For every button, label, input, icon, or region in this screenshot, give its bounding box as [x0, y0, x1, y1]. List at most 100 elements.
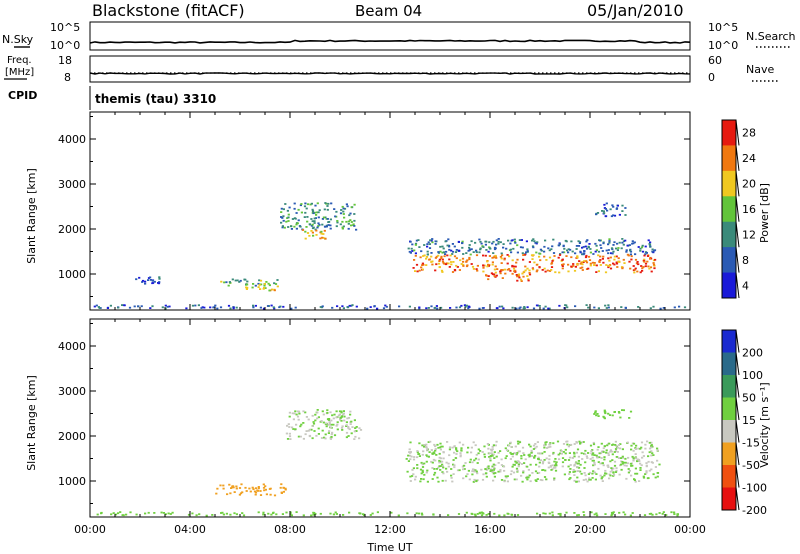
power-cell: [423, 244, 426, 246]
velocity-cell: [500, 458, 503, 461]
power-cell: [615, 262, 619, 265]
power-cell: [336, 305, 339, 308]
power-cell: [567, 248, 570, 251]
power-cell: [430, 305, 433, 308]
velocity-cell: [471, 470, 474, 473]
velocity-cell: [259, 490, 262, 492]
power-cell: [492, 252, 495, 254]
power-cell: [543, 255, 546, 258]
power-cell: [509, 242, 512, 245]
power-cell: [515, 307, 518, 310]
power-cell: [468, 244, 471, 246]
velocity-cell: [643, 514, 647, 516]
power-cell: [531, 239, 534, 242]
velocity-cell: [588, 478, 591, 481]
velocity-cell: [495, 440, 498, 443]
velocity-cell: [433, 443, 436, 446]
velocity-colorbar-swatch: [722, 487, 736, 511]
velocity-cell: [490, 469, 494, 472]
velocity-colorbar-tick-label: -100: [742, 482, 767, 495]
power-cell: [216, 307, 219, 310]
power-cell: [548, 307, 551, 310]
velocity-cell: [612, 511, 615, 514]
velocity-cell: [505, 455, 508, 457]
velocity-cell: [632, 459, 635, 462]
power-cell: [151, 305, 154, 308]
velocity-cell: [458, 441, 461, 444]
velocity-cell: [595, 512, 598, 515]
velocity-cell: [608, 477, 611, 480]
power-cell: [628, 244, 631, 246]
power-cell: [475, 268, 478, 270]
power-cell: [528, 261, 531, 263]
power-cell: [418, 269, 421, 272]
power-cell: [637, 306, 640, 308]
power-cell: [479, 247, 482, 250]
power-cell: [610, 215, 613, 218]
velocity-cell: [407, 454, 410, 457]
velocity-cell: [288, 432, 291, 435]
velocity-cell: [330, 423, 333, 426]
velocity-cell: [455, 453, 458, 455]
velocity-cell: [460, 447, 463, 450]
velocity-cell: [289, 438, 292, 440]
power-cell: [631, 242, 634, 245]
velocity-cell: [286, 438, 290, 440]
power-cell: [561, 267, 564, 270]
velocity-cell: [316, 411, 319, 414]
power-cell: [649, 266, 653, 269]
power-cell: [469, 253, 472, 256]
velocity-cell: [354, 427, 357, 429]
power-cell: [347, 222, 350, 225]
power-cell: [324, 216, 327, 219]
velocity-cell: [420, 461, 423, 464]
power-cell: [633, 268, 636, 271]
power-cell: [458, 306, 462, 309]
velocity-cell: [564, 459, 567, 461]
velocity-cell: [340, 410, 343, 413]
velocity-cell: [473, 470, 476, 473]
velocity-cell: [530, 449, 533, 452]
velocity-cell: [584, 461, 587, 464]
power-cell: [415, 239, 418, 242]
velocity-cell: [349, 410, 352, 413]
power-colorbar-swatch: [722, 120, 736, 146]
velocity-cell: [648, 451, 651, 454]
velocity-cell: [544, 469, 547, 472]
velocity-cell: [615, 467, 618, 469]
velocity-cell: [537, 456, 540, 459]
power-cell: [585, 260, 588, 262]
velocity-cell: [538, 461, 541, 464]
power-cell: [446, 244, 449, 247]
power-cell: [468, 258, 471, 261]
power-cell: [597, 254, 600, 257]
power-cell: [448, 258, 451, 261]
power-cell: [508, 268, 511, 270]
velocity-cell: [631, 512, 634, 514]
velocity-cell: [448, 446, 452, 449]
velocity-cell: [608, 414, 612, 416]
power-cell: [141, 281, 144, 283]
velocity-cell: [363, 514, 366, 516]
velocity-cell: [534, 443, 537, 445]
power-cell: [593, 264, 596, 266]
power-cell: [158, 277, 161, 280]
velocity-cell: [492, 466, 496, 469]
power-cell: [281, 225, 284, 227]
velocity-cell: [275, 513, 278, 516]
velocity-cell: [591, 449, 594, 451]
velocity-cell: [522, 470, 525, 472]
power-cell: [586, 239, 589, 241]
power-cell: [447, 238, 450, 241]
power-cell: [487, 278, 490, 281]
power-cell: [166, 305, 169, 308]
power-cell: [491, 256, 494, 259]
velocity-cell: [656, 447, 659, 450]
velocity-cell: [512, 471, 516, 474]
power-cell: [587, 246, 590, 249]
power-cell: [305, 207, 308, 210]
power-cell: [476, 269, 479, 272]
velocity-cell: [491, 446, 494, 448]
velocity-cell: [620, 463, 623, 466]
velocity-cell: [509, 451, 512, 454]
